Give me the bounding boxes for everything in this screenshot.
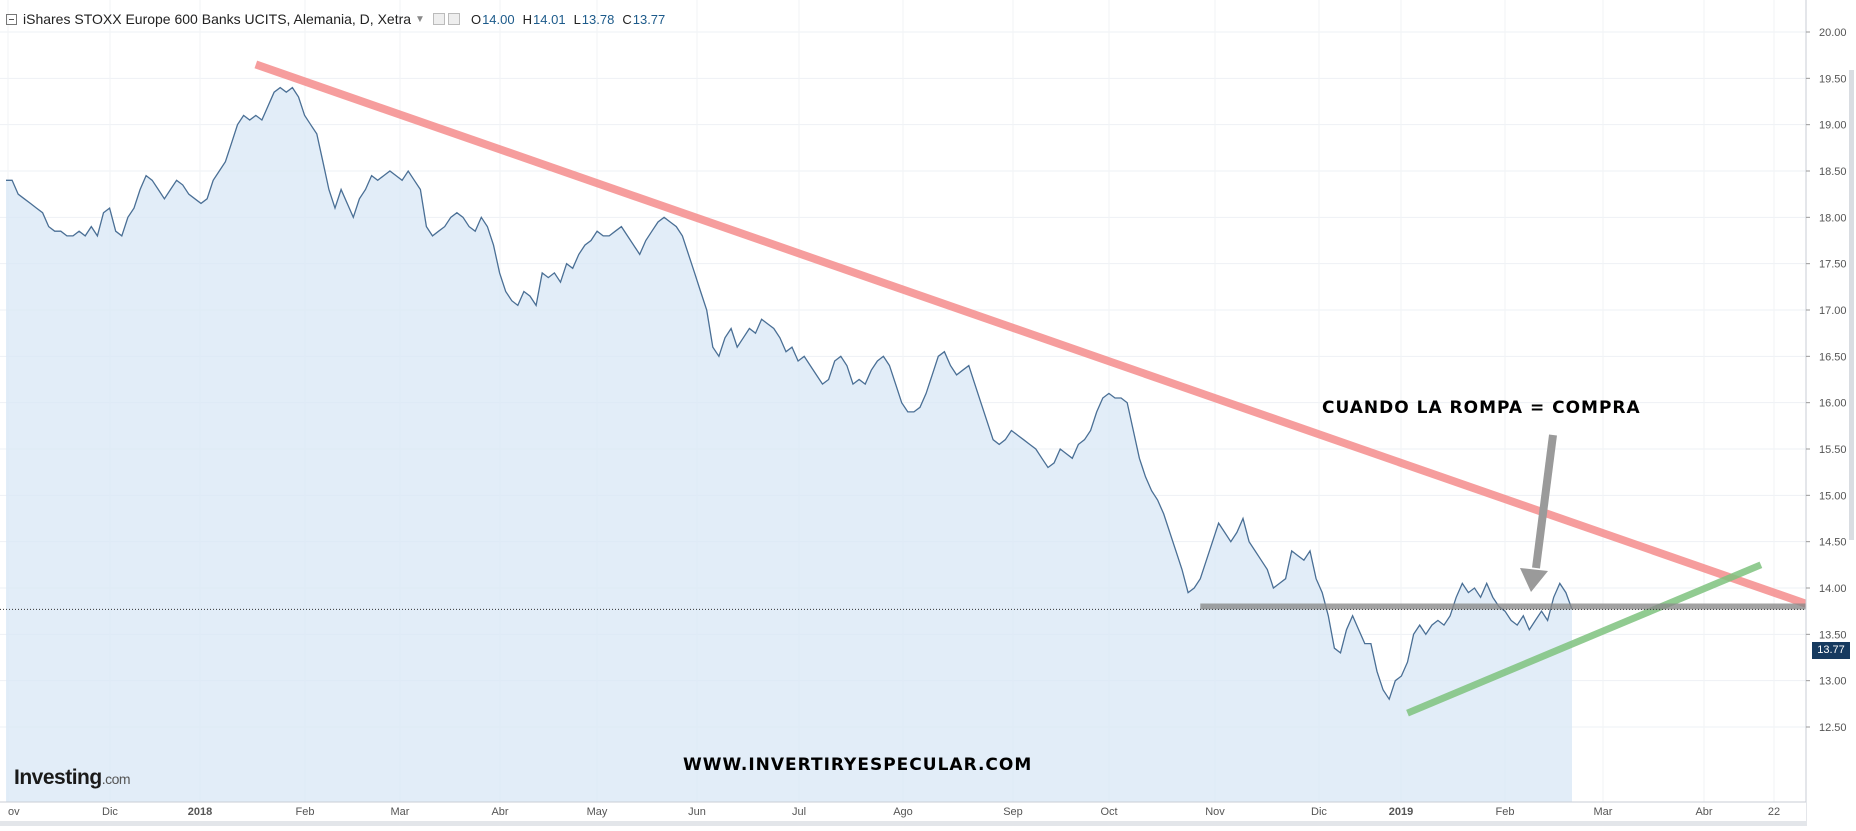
x-scrollbar[interactable] — [0, 821, 1806, 826]
y-tick-label: 18.00 — [1819, 212, 1847, 224]
chart-header: iShares STOXX Europe 600 Banks UCITS, Al… — [6, 8, 665, 30]
x-tick-label: ov — [8, 806, 20, 818]
x-tick-label: Mar — [1594, 806, 1613, 818]
investing-logo: Investing.com — [14, 766, 131, 789]
x-tick-label: Abr — [491, 806, 508, 818]
resistance-trendline[interactable] — [254, 60, 1856, 639]
price-area — [6, 87, 1572, 803]
x-tick-label: 2018 — [188, 806, 212, 818]
y-tick-label: 15.50 — [1819, 444, 1847, 456]
settings-icon[interactable] — [432, 13, 445, 25]
x-tick-label: Jul — [792, 806, 806, 818]
x-tick-label: Feb — [296, 806, 315, 818]
current-price-badge: 13.77 — [1812, 642, 1850, 659]
x-tick-label: May — [587, 806, 608, 818]
x-tick-label: 22 — [1768, 806, 1780, 818]
y-scroll-handle[interactable] — [1849, 70, 1854, 540]
support-trendline[interactable] — [1406, 561, 1763, 717]
x-tick-label: Dic — [102, 806, 118, 818]
y-tick-label: 15.00 — [1819, 490, 1847, 502]
instrument-title[interactable]: iShares STOXX Europe 600 Banks UCITS, Al… — [23, 11, 412, 27]
ohlc-close: C13.77 — [622, 11, 666, 27]
y-tick-label: 17.50 — [1819, 259, 1847, 271]
y-tick-label: 13.50 — [1819, 629, 1847, 641]
y-tick-label: 19.50 — [1819, 73, 1847, 85]
chevron-down-icon[interactable]: ▼ — [415, 13, 425, 25]
x-tick-label: Ago — [893, 806, 913, 818]
x-tick-label: Dic — [1311, 806, 1327, 818]
y-tick-label: 16.00 — [1819, 398, 1847, 410]
arrow-icon — [1520, 434, 1557, 592]
x-tick-label: Oct — [1100, 806, 1117, 818]
hide-icon[interactable] — [447, 13, 460, 25]
ohlc-low: L13.78 — [573, 11, 615, 27]
y-tick-label: 13.00 — [1819, 676, 1847, 688]
website-watermark: WWW.INVERTIRYESPECULAR.COM — [683, 755, 1033, 775]
ohlc-high: H14.01 — [522, 11, 566, 27]
x-tick-label: Feb — [1496, 806, 1515, 818]
y-tick-label: 18.50 — [1819, 166, 1847, 178]
x-tick-label: Mar — [391, 806, 410, 818]
x-tick-label: Jun — [688, 806, 706, 818]
y-axis-panel[interactable] — [1806, 0, 1856, 826]
trendlines — [254, 60, 1856, 717]
buy-signal-note: CUANDO LA ROMPA = COMPRA — [1322, 398, 1641, 418]
y-tick-label: 14.50 — [1819, 537, 1847, 549]
collapse-icon[interactable] — [6, 13, 17, 25]
y-tick-label: 14.00 — [1819, 583, 1847, 595]
x-tick-label: Nov — [1205, 806, 1225, 818]
y-tick-label: 19.00 — [1819, 120, 1847, 132]
y-tick-label: 16.50 — [1819, 351, 1847, 363]
y-tick-label: 17.00 — [1819, 305, 1847, 317]
y-tick-label: 12.50 — [1819, 722, 1847, 734]
x-tick-label: 2019 — [1389, 806, 1413, 818]
price-line — [6, 86, 1573, 701]
x-tick-label: Sep — [1003, 806, 1023, 818]
ohlc-open: O14.00 — [470, 11, 515, 27]
x-tick-label: Abr — [1695, 806, 1712, 818]
y-tick-label: 20.00 — [1819, 27, 1847, 39]
